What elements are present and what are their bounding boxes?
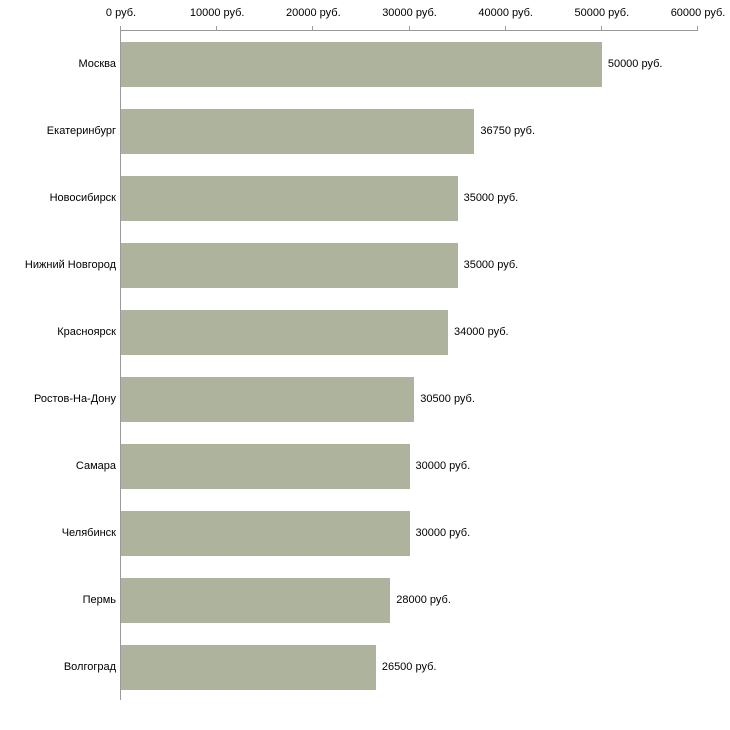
x-axis-tick-mark: [600, 26, 602, 31]
x-axis-tick-label: 40000 руб.: [478, 7, 533, 19]
category-label: Самара: [75, 460, 116, 472]
chart-row: Новосибирск 35000 руб.: [50, 165, 698, 232]
bar: [121, 42, 602, 87]
chart-row: Волгоград 26500 руб.: [64, 634, 698, 701]
value-label: 26500 руб.: [381, 661, 437, 673]
category-label: Волгоград: [63, 661, 116, 673]
bar: [121, 511, 410, 556]
value-label: 35000 руб.: [463, 192, 519, 204]
x-axis-tick-label: 0 руб.: [105, 7, 137, 19]
category-label: Красноярск: [57, 326, 116, 338]
bar: [121, 377, 415, 422]
x-axis-tick-mark: [697, 26, 698, 31]
value-label: 50000 руб.: [607, 58, 663, 70]
x-axis-tick-label: 50000 руб.: [574, 7, 630, 19]
bar: [121, 243, 458, 288]
bar: [121, 109, 475, 154]
x-axis-tick-label: 30000 руб.: [382, 7, 437, 19]
x-axis-tick-mark: [504, 26, 506, 31]
x-axis-tick-mark: [216, 26, 218, 31]
category-label: Челябинск: [61, 527, 116, 539]
chart-row: Ростов-На-Дону 30500 руб.: [34, 366, 698, 433]
bar: [121, 444, 410, 489]
category-label: Москва: [78, 58, 116, 70]
value-label: 34000 руб.: [453, 326, 509, 338]
value-label: 35000 руб.: [463, 259, 519, 271]
category-label: Новосибирск: [49, 192, 116, 204]
value-label: 30000 руб.: [415, 460, 471, 472]
chart-row: Самара 30000 руб.: [76, 433, 698, 500]
plot-area: 0 руб. 10000 руб. 20000 руб. 30000 руб. 4000…: [25, 7, 725, 701]
chart-row: Москва 50000 руб.: [78, 31, 698, 98]
bar: [121, 578, 391, 623]
category-label: Ростов-На-Дону: [33, 393, 116, 405]
value-label: 28000 руб.: [396, 594, 451, 606]
chart-row: Екатеринбург 36750 руб.: [47, 98, 698, 165]
chart-row: Челябинск 30000 руб.: [62, 500, 698, 567]
x-axis-tick-label: 20000 руб.: [286, 7, 341, 19]
category-label: Нижний Новгород: [24, 259, 116, 271]
x-axis-tick-mark: [408, 26, 410, 31]
value-label: 36750 руб.: [480, 125, 536, 137]
x-axis-tick-mark: [312, 26, 314, 31]
x-axis-tick-label: 10000 руб.: [189, 7, 245, 19]
value-label: 30500 руб.: [420, 393, 475, 405]
x-axis-tick-label: 60000 руб.: [670, 7, 726, 19]
x-axis-tick-mark: [120, 26, 121, 31]
bar: [121, 645, 376, 690]
bar: [121, 176, 458, 221]
category-label: Екатеринбург: [46, 125, 116, 137]
chart-row: Красноярск 34000 руб.: [57, 299, 698, 366]
bar: [121, 310, 448, 355]
chart-row: Нижний Новгород 35000 руб.: [25, 232, 698, 299]
value-label: 30000 руб.: [415, 527, 471, 539]
chart-row: Пермь 28000 руб.: [83, 567, 698, 634]
category-label: Пермь: [82, 594, 116, 606]
